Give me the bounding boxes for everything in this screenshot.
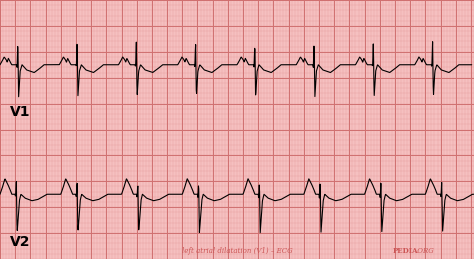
Text: PEDIA: PEDIA [392, 247, 418, 255]
Text: V1: V1 [9, 105, 30, 119]
Text: V2: V2 [9, 235, 30, 249]
Text: .ORG: .ORG [415, 247, 434, 255]
Text: left atrial dilatation (V1) – ECG: left atrial dilatation (V1) – ECG [182, 247, 293, 255]
